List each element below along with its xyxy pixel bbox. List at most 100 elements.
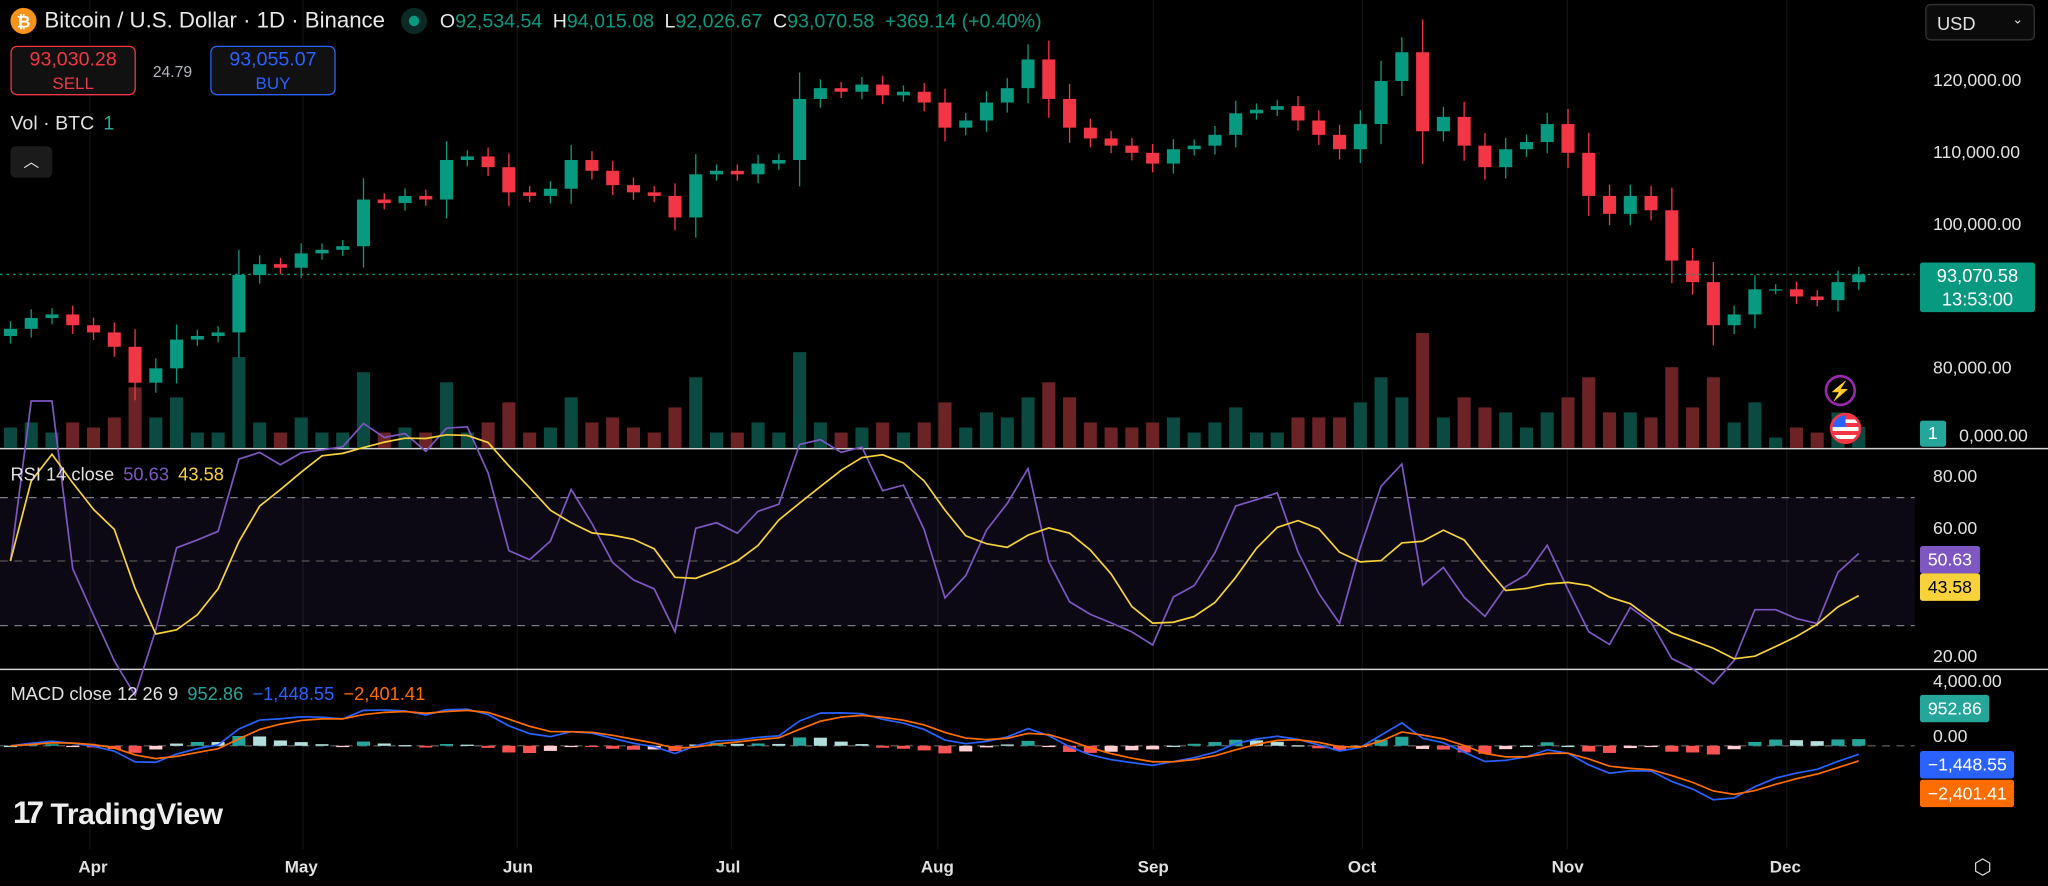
- candle-body: [1021, 59, 1035, 89]
- candle-body: [1540, 124, 1554, 143]
- rsi-line: [9, 400, 1860, 698]
- macd-histogram-bar: [585, 745, 599, 748]
- macd-histogram-bar: [1706, 745, 1720, 755]
- macd-histogram-bar: [606, 745, 620, 749]
- macd-histogram-bar: [460, 744, 474, 746]
- macd-histogram-bar: [481, 745, 495, 748]
- time-axis-label[interactable]: May: [284, 856, 318, 877]
- time-axis-label[interactable]: Jun: [502, 856, 534, 877]
- settings-icon[interactable]: ⬡: [1973, 856, 1992, 880]
- macd-histogram-bar: [1166, 745, 1180, 748]
- candle-body: [1312, 120, 1326, 135]
- volume-bar: [1436, 417, 1450, 448]
- macd-axis-label[interactable]: 4,000.00: [1933, 671, 2002, 691]
- volume-bar: [668, 407, 682, 448]
- macd-histogram-bar: [1603, 745, 1617, 753]
- rsi-axis-label[interactable]: 60.00: [1933, 518, 1978, 539]
- candle-body: [1623, 195, 1637, 214]
- volume-bar: [959, 427, 973, 448]
- macd-line-value: −1,448.55: [252, 683, 335, 704]
- volume-bar: [543, 427, 557, 448]
- candle-body: [1499, 149, 1513, 168]
- macd-histogram-bar: [45, 744, 59, 746]
- candle-body: [1686, 260, 1700, 283]
- volume-bar: [1769, 437, 1783, 448]
- candle-body: [315, 249, 329, 254]
- macd-signal-tag: −2,401.41: [1919, 779, 2015, 808]
- candle-body: [1789, 289, 1803, 297]
- rsi-axis-label[interactable]: 80.00: [1933, 466, 1978, 486]
- candle-body: [730, 170, 744, 175]
- volume-bar: [1229, 407, 1243, 448]
- time-axis-label[interactable]: Oct: [1347, 856, 1377, 877]
- time-axis-label[interactable]: Jul: [715, 856, 741, 877]
- time-axis-label[interactable]: Nov: [1551, 856, 1584, 877]
- time-axis-label[interactable]: Dec: [1769, 856, 1801, 877]
- volume-bar: [273, 432, 287, 448]
- volume-bar: [1748, 402, 1762, 448]
- spread-value: 24.79: [152, 62, 193, 81]
- symbol-header[interactable]: ₿ Bitcoin / U.S. Dollar · 1D · Binance O…: [10, 7, 1042, 34]
- macd-line: [10, 708, 1860, 801]
- volume-bar: [1582, 377, 1596, 448]
- macd-histogram-bar: [1810, 741, 1824, 746]
- rsi-ma-value: 43.58: [178, 463, 224, 485]
- volume-bar: [751, 422, 765, 448]
- candle-body: [1727, 314, 1741, 326]
- time-axis-label[interactable]: Apr: [78, 856, 108, 877]
- price-axis-label[interactable]: 120,000.00: [1933, 70, 2022, 91]
- macd-histogram-bar: [1270, 741, 1284, 746]
- rsi-label: RSI 14 close: [10, 463, 115, 485]
- price-axis-label[interactable]: 0,000.00: [1959, 425, 2028, 446]
- candle-body: [1603, 195, 1617, 214]
- macd-histogram-bar: [1000, 744, 1014, 746]
- candle-body: [211, 332, 225, 336]
- candle-body: [419, 195, 433, 200]
- macd-histogram-bar: [751, 743, 765, 746]
- open-value: 92,534.54: [455, 9, 543, 32]
- tradingview-logo[interactable]: 17 TradingView: [13, 795, 223, 832]
- candle-body: [1353, 124, 1367, 150]
- symbol-title[interactable]: Bitcoin / U.S. Dollar · 1D · Binance: [44, 7, 385, 33]
- rsi-axis-label[interactable]: 20.00: [1933, 646, 1978, 667]
- buy-label: BUY: [255, 73, 291, 93]
- volume-legend[interactable]: Vol · BTC 1: [10, 112, 114, 134]
- volume-bar: [1270, 432, 1284, 448]
- buy-button[interactable]: 93,055.07 BUY: [210, 45, 336, 96]
- macd-histogram-bar: [128, 745, 142, 753]
- rsi-legend[interactable]: RSI 14 close 50.63 43.58: [10, 464, 224, 485]
- macd-signal-value: −2,401.41: [343, 683, 426, 704]
- macd-histogram-bar: [1457, 745, 1471, 753]
- volume-bar: [1374, 377, 1388, 448]
- market-status-icon[interactable]: [400, 7, 427, 34]
- candle-body: [1769, 289, 1783, 291]
- volume-bar: [1623, 412, 1637, 448]
- price-axis-label[interactable]: 100,000.00: [1933, 214, 2022, 234]
- time-axis-label[interactable]: Sep: [1137, 856, 1169, 877]
- collapse-legend-button[interactable]: ︿: [10, 146, 53, 178]
- sell-price: 93,030.28: [29, 48, 117, 71]
- price-axis-label[interactable]: 110,000.00: [1933, 142, 2021, 162]
- price-axis-label[interactable]: 80,000.00: [1933, 357, 2012, 378]
- candle-body: [917, 91, 931, 103]
- time-axis-label[interactable]: Aug: [920, 856, 954, 877]
- lightning-event-icon[interactable]: ⚡: [1824, 374, 1856, 407]
- volume-bar: [1333, 417, 1347, 448]
- volume-bar: [1125, 427, 1139, 448]
- volume-bar: [502, 402, 516, 448]
- volume-bar: [1810, 432, 1824, 448]
- brand-name: TradingView: [50, 796, 223, 831]
- volume-bar: [1665, 367, 1679, 448]
- macd-axis-label[interactable]: 0.00: [1933, 726, 1968, 746]
- candle-body: [668, 195, 682, 218]
- us-flag-event-icon[interactable]: [1829, 412, 1862, 445]
- sell-button[interactable]: 93,030.28 SELL: [10, 45, 136, 96]
- macd-histogram-bar: [253, 736, 267, 746]
- volume-bar: [564, 397, 578, 448]
- volume-bar: [1187, 432, 1201, 448]
- macd-legend[interactable]: MACD close 12 26 9 952.86 −1,448.55 −2,4…: [10, 683, 425, 704]
- volume-bar: [419, 432, 433, 448]
- currency-select[interactable]: USD ⌄: [1925, 3, 2035, 41]
- volume-bar: [626, 427, 640, 448]
